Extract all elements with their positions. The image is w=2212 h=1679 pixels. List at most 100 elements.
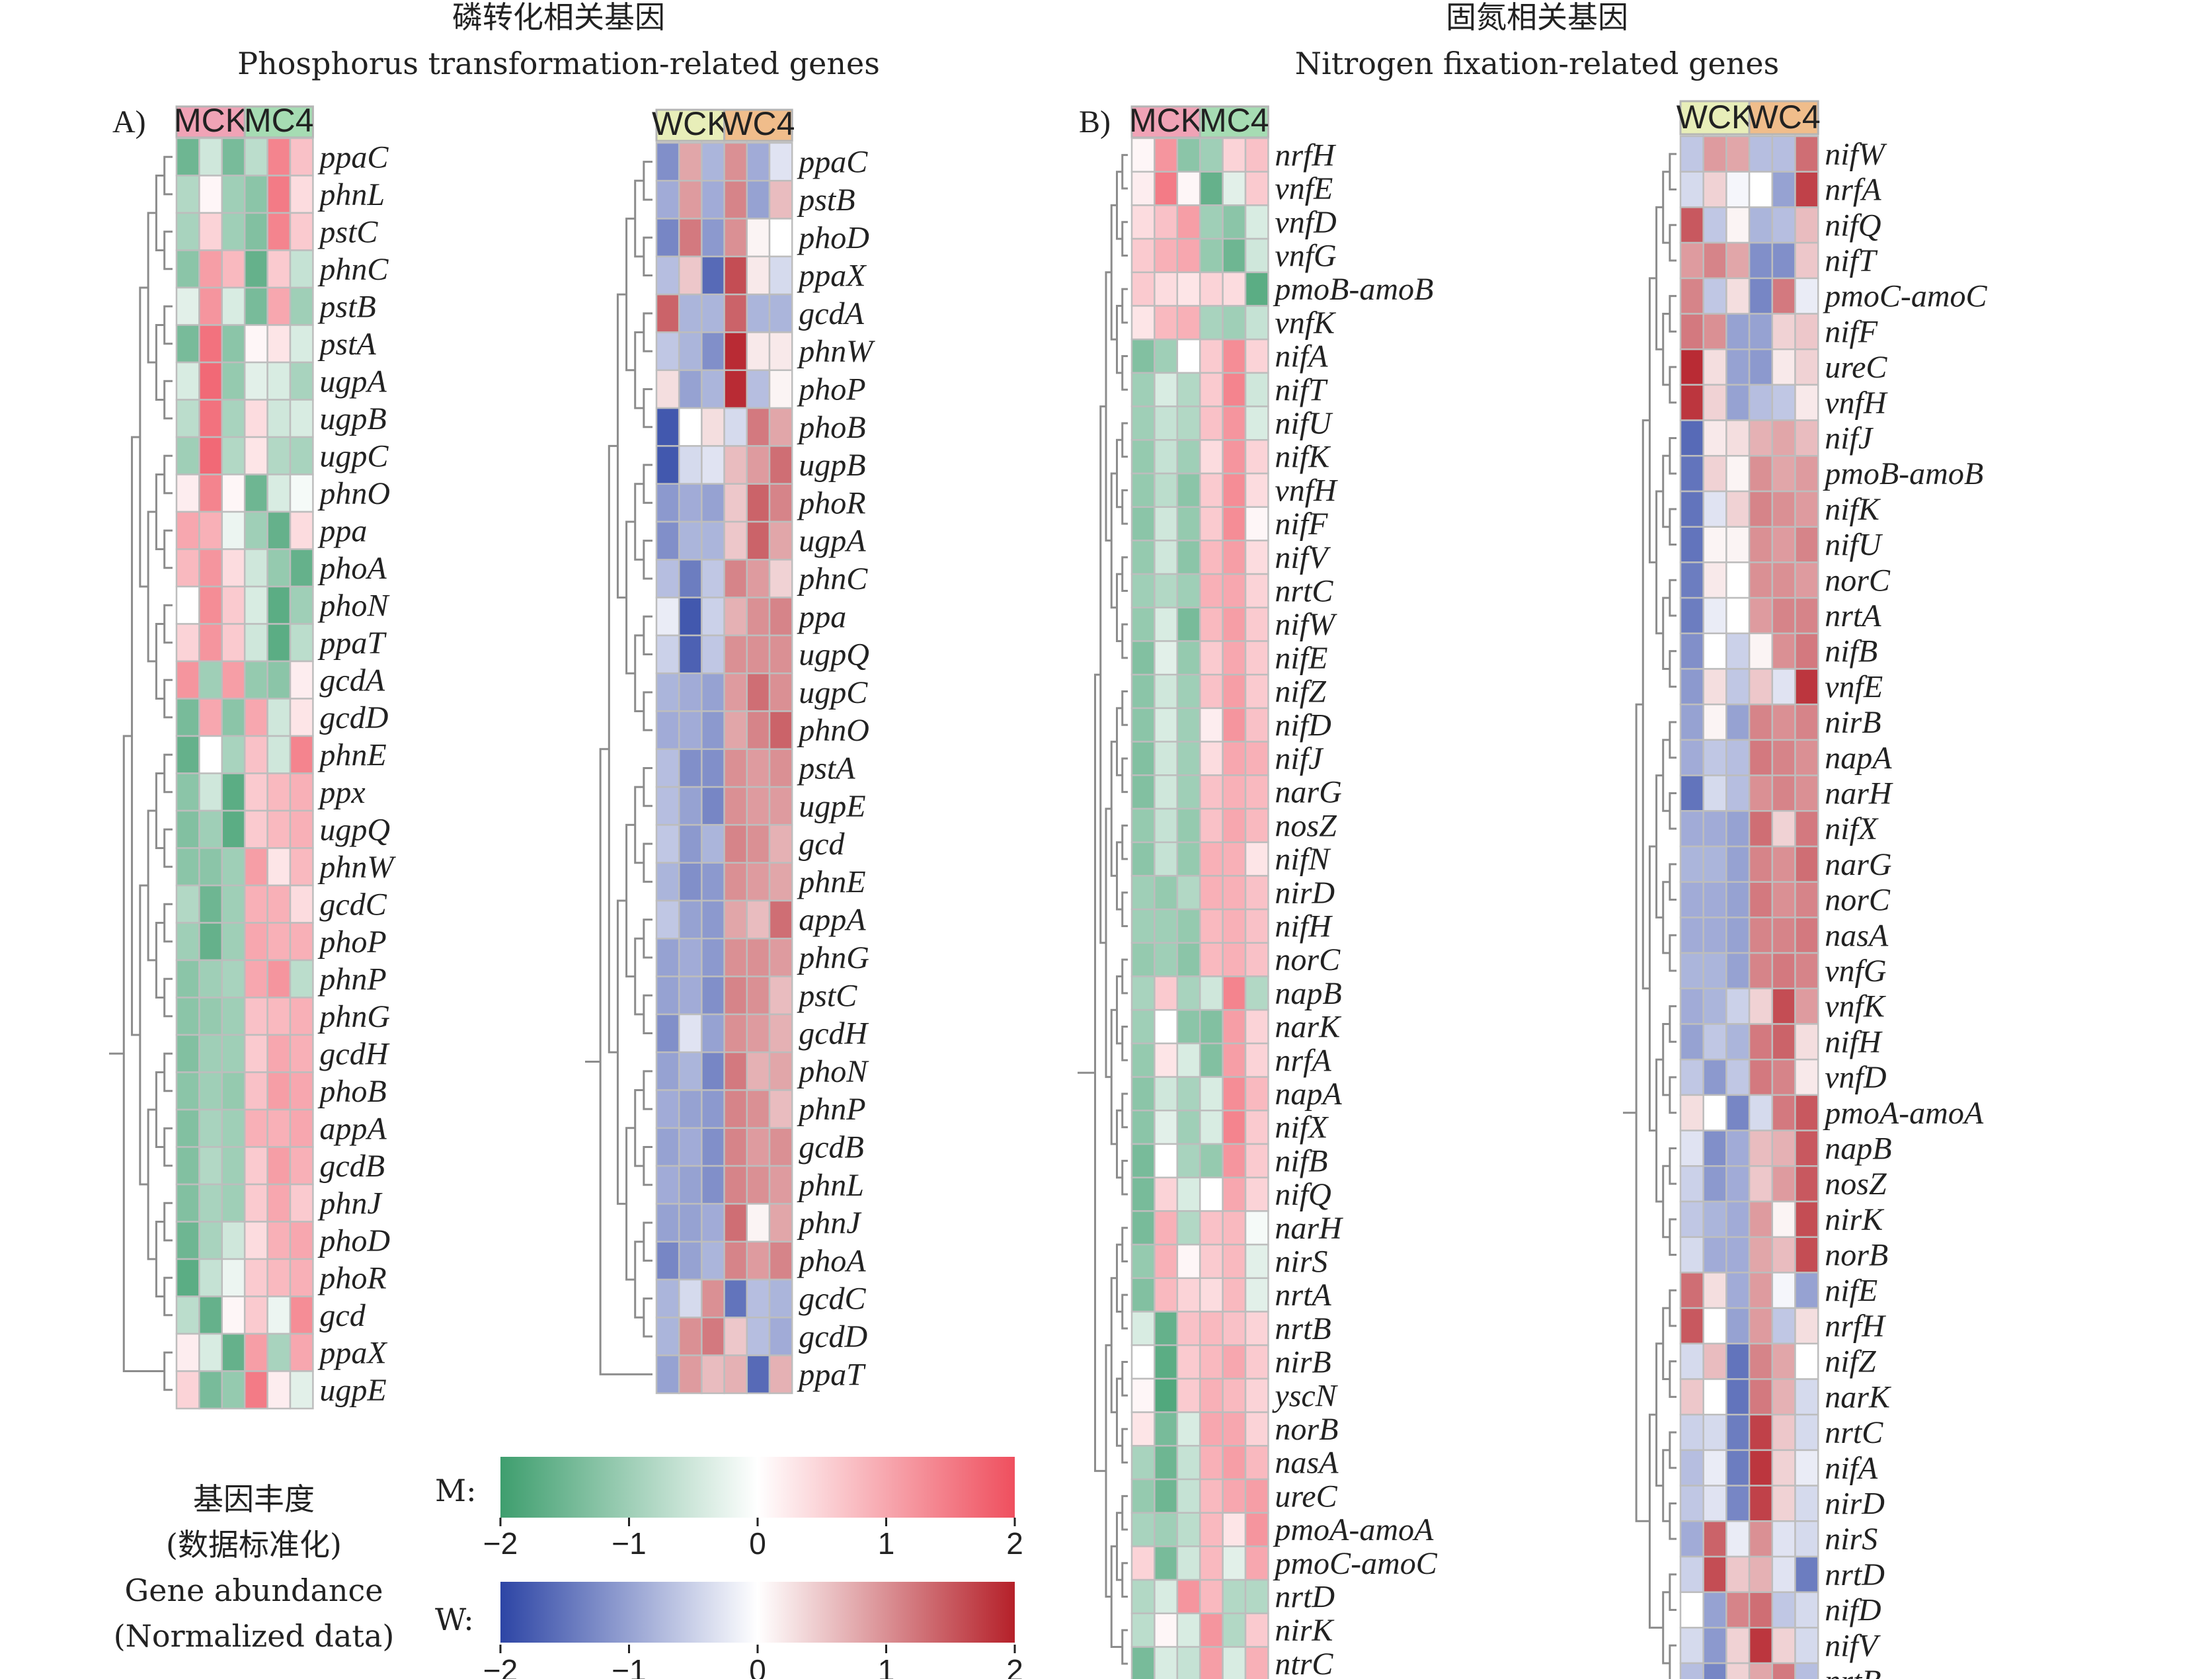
heatmap-cell bbox=[678, 862, 703, 902]
heatmap-cell bbox=[1679, 1342, 1704, 1380]
dendrogram-branch bbox=[1648, 845, 1657, 1132]
heatmap-cell bbox=[1244, 1042, 1269, 1078]
heatmap-cell bbox=[1199, 1277, 1224, 1313]
heatmap-cell bbox=[1154, 1411, 1179, 1447]
heatmap-cell bbox=[1679, 703, 1704, 741]
dendrogram-branch bbox=[163, 1202, 173, 1242]
heatmap-cell bbox=[723, 293, 748, 333]
row-label: nrtC bbox=[1275, 573, 1333, 608]
heatmap-cell bbox=[1679, 739, 1704, 776]
heatmap-mck-mc4-nitrogen: MCKMC4nrfHvnfEvnfDvnfGpmoB-amoBvnfKnifAn… bbox=[1078, 102, 1438, 1679]
heatmap-cell bbox=[266, 324, 292, 364]
heatmap-cell bbox=[266, 735, 292, 774]
heatmap-cell bbox=[1154, 975, 1179, 1011]
heatmap-cell bbox=[1771, 1520, 1796, 1558]
heatmap-cell bbox=[1244, 1176, 1269, 1212]
dendrogram-branch bbox=[1669, 1076, 1677, 1114]
heatmap-cell bbox=[655, 596, 680, 637]
heatmap-cell bbox=[701, 1013, 725, 1053]
heatmap-cell bbox=[1679, 1627, 1704, 1664]
heatmap-cell bbox=[1702, 1662, 1727, 1679]
row-label: ntrC bbox=[1275, 1647, 1333, 1679]
heatmap-cell bbox=[1154, 271, 1179, 307]
heatmap-cell bbox=[1154, 1512, 1179, 1547]
heatmap-cell bbox=[175, 585, 200, 625]
heatmap-cell bbox=[1130, 1210, 1156, 1246]
row-label: ppx bbox=[317, 775, 365, 810]
heatmap-cell bbox=[175, 660, 200, 700]
row-label: ppa bbox=[317, 513, 367, 548]
heatmap-cell bbox=[1679, 1236, 1704, 1274]
heatmap-cell bbox=[221, 735, 246, 774]
heatmap-cell bbox=[1199, 271, 1224, 307]
heatmap-cell bbox=[1222, 774, 1247, 810]
heatmap-cell bbox=[1748, 1449, 1774, 1487]
dendrogram-branch bbox=[1121, 1428, 1128, 1464]
dendrogram-branch bbox=[1669, 224, 1677, 262]
heatmap-cell bbox=[289, 1183, 314, 1223]
dendrogram-branch bbox=[1662, 1023, 1670, 1096]
heatmap-cell bbox=[1154, 908, 1179, 944]
dendrogram-branch bbox=[1669, 153, 1677, 191]
heatmap-cell bbox=[266, 1370, 292, 1410]
heatmap-cell bbox=[1771, 241, 1796, 280]
heatmap-cell bbox=[1154, 1646, 1179, 1679]
heatmap-cell bbox=[1679, 1307, 1704, 1345]
legend-tick-label: −1 bbox=[612, 1653, 646, 1679]
heatmap-cell bbox=[1130, 741, 1156, 776]
group-header bbox=[1748, 100, 1819, 136]
heatmap-cell bbox=[1176, 405, 1201, 441]
heatmap-cell bbox=[1244, 1210, 1269, 1246]
row-label: narG bbox=[1275, 775, 1341, 810]
heatmap-cell bbox=[1199, 1143, 1224, 1178]
heatmap-cell bbox=[655, 1241, 680, 1281]
heatmap-cell bbox=[701, 218, 725, 258]
heatmap-cell bbox=[1176, 1176, 1201, 1212]
heatmap-cell bbox=[1771, 1023, 1796, 1061]
heatmap-cell bbox=[1702, 419, 1727, 457]
heatmap-cell bbox=[1748, 561, 1774, 599]
heatmap-cell bbox=[243, 698, 268, 737]
heatmap-cell bbox=[243, 772, 268, 812]
heatmap-cell bbox=[243, 361, 268, 401]
heatmap-cell bbox=[1748, 596, 1774, 635]
color-legend: 基因丰度 (数据标准化) Gene abundance (Normalized … bbox=[114, 1457, 1023, 1679]
heatmap-cell bbox=[746, 1354, 771, 1395]
legend-tick-label: 1 bbox=[878, 1653, 895, 1679]
heatmap-cell bbox=[1244, 305, 1269, 341]
heatmap-cell bbox=[1154, 875, 1179, 911]
heatmap-cell bbox=[266, 175, 292, 214]
heatmap-cell bbox=[1771, 1094, 1796, 1131]
heatmap-cell bbox=[1702, 1200, 1727, 1238]
heatmap-cell bbox=[1748, 739, 1774, 776]
heatmap-cell bbox=[1679, 952, 1704, 990]
row-label: nirB bbox=[1825, 705, 1881, 740]
heatmap-cell bbox=[746, 1127, 771, 1167]
dendrogram-branch bbox=[643, 1297, 652, 1338]
heatmap-cell bbox=[1748, 1023, 1774, 1061]
heatmap-cell bbox=[723, 672, 748, 712]
row-label: nifX bbox=[1275, 1110, 1329, 1145]
heatmap-cell bbox=[1794, 206, 1819, 244]
heatmap-cell bbox=[701, 938, 725, 977]
heatmap-cell bbox=[1794, 348, 1819, 386]
heatmap-cell bbox=[1771, 1591, 1796, 1629]
heatmap-cell bbox=[266, 1146, 292, 1186]
heatmap-cell bbox=[1222, 1578, 1247, 1615]
dendrogram-branch bbox=[1662, 1165, 1670, 1239]
heatmap-cell bbox=[1771, 135, 1796, 173]
heatmap-cell bbox=[1244, 673, 1269, 710]
heatmap-cell bbox=[1130, 1008, 1156, 1045]
row-label: nifJ bbox=[1275, 741, 1324, 776]
heatmap-cell bbox=[1244, 807, 1269, 843]
heatmap-cell bbox=[1154, 1478, 1179, 1514]
heatmap-cell bbox=[198, 959, 223, 999]
heatmap-cell bbox=[1130, 137, 1156, 173]
heatmap-cell bbox=[1702, 1520, 1727, 1558]
heatmap-cell bbox=[746, 672, 771, 712]
heatmap-cell bbox=[243, 1146, 268, 1186]
heatmap-cell bbox=[678, 1203, 703, 1243]
heatmap-cell bbox=[1199, 1042, 1224, 1078]
heatmap-cell bbox=[1794, 845, 1819, 883]
row-label: nrtA bbox=[1275, 1278, 1331, 1313]
